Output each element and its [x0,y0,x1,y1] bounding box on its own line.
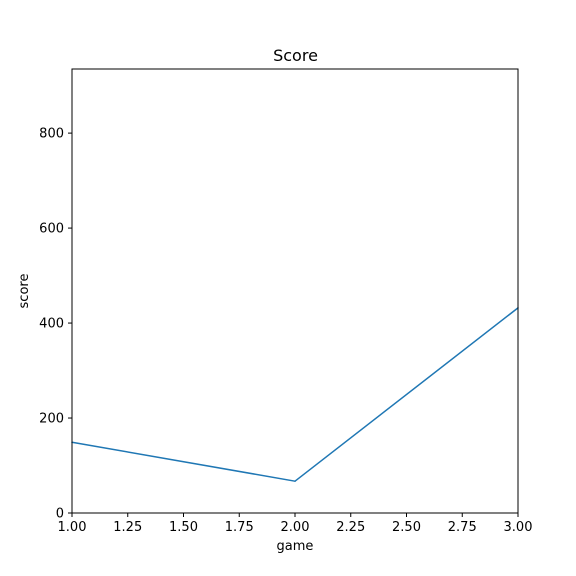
plot-frame [71,68,519,514]
x-tick-label: 1.25 [113,520,142,535]
x-tick-label: 1.50 [169,520,198,535]
y-tick-label: 0 [56,507,64,522]
x-axis-label: game [277,539,314,554]
x-tick-label: 2.50 [392,520,421,535]
y-tick-label: 200 [39,412,64,427]
x-tick-label: 3.00 [504,520,533,535]
x-tick-label: 1.00 [58,520,87,535]
x-tick-label: 2.00 [281,520,310,535]
x-axis-ticks: 1.00 1.25 1.50 1.75 2.00 2.25 2.50 2.75 3.00 [58,513,533,535]
chart-title: Score [273,46,318,65]
x-tick-label: 2.75 [448,520,477,535]
y-tick-label: 600 [39,222,64,237]
x-tick-label: 1.75 [225,520,254,535]
y-axis-ticks: 0 200 400 600 800 [39,127,72,522]
y-tick-label: 800 [39,127,64,142]
y-axis-label: score [17,274,32,309]
y-tick-label: 400 [39,317,64,332]
data-point [294,480,296,482]
x-tick-label: 2.25 [336,520,365,535]
